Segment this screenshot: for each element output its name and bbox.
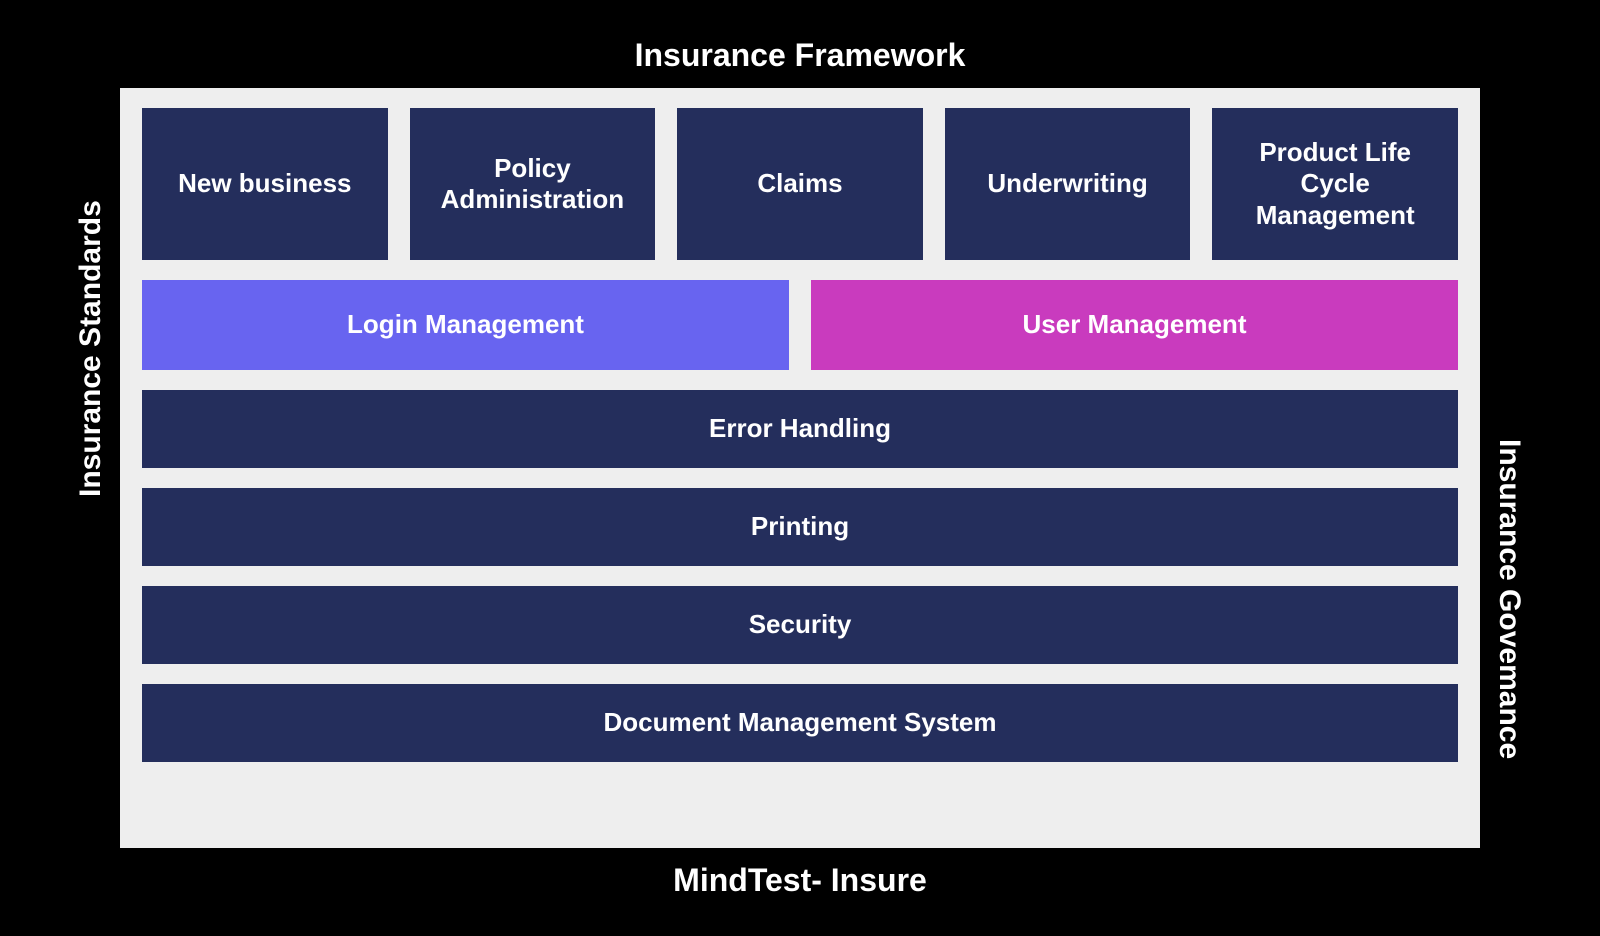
row-management: Login Management User Management [142, 280, 1458, 370]
block-user-management: User Management [811, 280, 1458, 370]
diagram-container: Insurance Framework Insurance Standards … [0, 0, 1600, 936]
label-left: Insurance Standards [74, 439, 108, 497]
main-panel: New business Policy Administration Claim… [120, 88, 1480, 848]
block-login-management: Login Management [142, 280, 789, 370]
block-document-management: Document Management System [142, 684, 1458, 762]
title-top: Insurance Framework [635, 37, 966, 74]
title-bottom: MindTest- Insure [673, 862, 927, 899]
block-printing: Printing [142, 488, 1458, 566]
block-product-life-cycle: Product Life Cycle Management [1212, 108, 1458, 260]
block-new-business: New business [142, 108, 388, 260]
middle-row: Insurance Standards New business Policy … [40, 88, 1560, 848]
block-underwriting: Underwriting [945, 108, 1191, 260]
block-claims: Claims [677, 108, 923, 260]
label-right: Insurance Govemance [1492, 439, 1526, 497]
row-top: New business Policy Administration Claim… [142, 108, 1458, 260]
block-policy-admin: Policy Administration [410, 108, 656, 260]
block-error-handling: Error Handling [142, 390, 1458, 468]
block-security: Security [142, 586, 1458, 664]
